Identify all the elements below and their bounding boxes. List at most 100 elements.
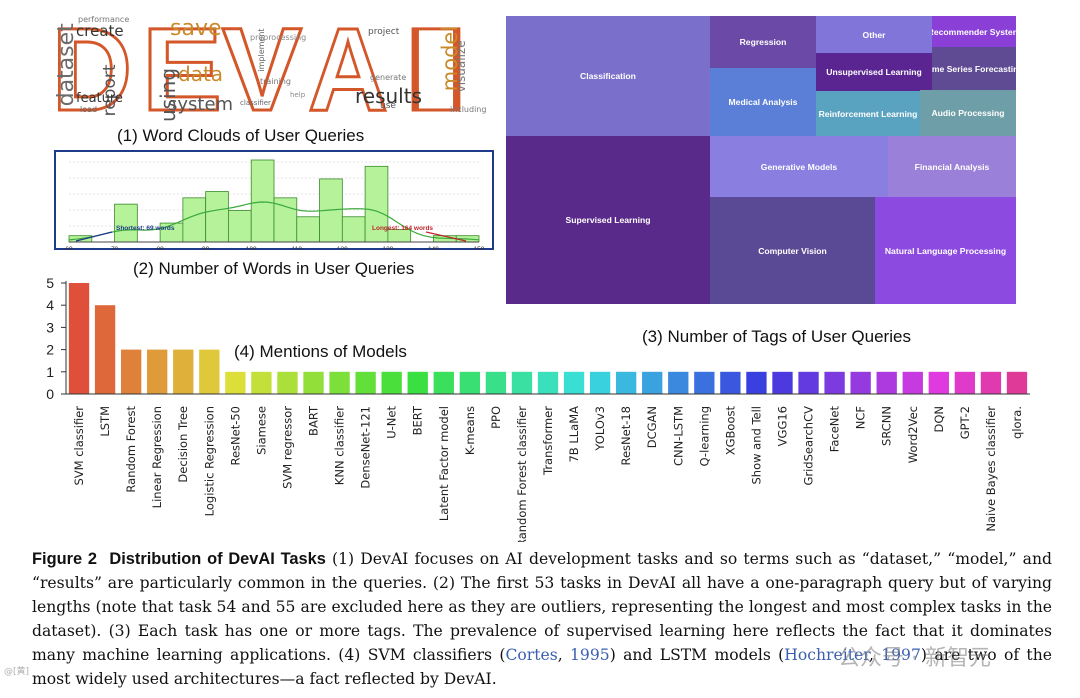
histogram-tick-label: 129	[337, 246, 348, 250]
corner-mark: @[黄]	[4, 667, 30, 677]
models-category-label: YOLOv3	[593, 406, 607, 452]
citation-hochreiter-year[interactable]: 1997	[881, 646, 921, 664]
citation-cortes[interactable]: Cortes	[505, 646, 558, 664]
histogram-tick-label: 99	[202, 246, 210, 250]
models-category-label: Transformer	[541, 406, 555, 476]
models-bar	[537, 371, 559, 394]
models-bar	[251, 371, 272, 394]
treemap-cell: Classification	[506, 16, 710, 136]
models-bar-chart: 0 1 2 3 4 5 SVM classifier LSTM Random Forest Lin…	[46, 275, 1030, 542]
models-bar	[173, 349, 194, 394]
models-category-label: XGBoost	[723, 406, 737, 456]
wordcloud-word: preprocessing	[250, 33, 307, 42]
histogram-tick-label: 79	[111, 246, 119, 250]
models-y-tick-label: 2	[46, 342, 54, 358]
citation-cortes-year[interactable]: 1995	[570, 646, 610, 664]
models-category-label: Show and Tell	[749, 406, 763, 485]
histogram-tick-label: 109	[246, 246, 257, 250]
figure-caption: Figure 2 Distribution of DevAI Tasks (1)…	[32, 547, 1052, 691]
models-title: (4) Mentions of Models	[234, 342, 407, 361]
treemap-cell: Medical Analysis	[710, 68, 816, 136]
histogram-bar	[228, 210, 252, 243]
models-bar	[928, 371, 949, 394]
models-category-label: VGG16	[775, 406, 789, 446]
models-category-label: SVM classifier	[72, 406, 86, 486]
wordcloud-word: create	[76, 22, 124, 40]
models-bar	[511, 371, 533, 394]
wordcloud-word: system	[168, 94, 234, 115]
histogram-tick-label: 119	[292, 246, 303, 250]
models-category-label: SVM regressor	[280, 406, 294, 489]
histogram-tick-label: 149	[428, 246, 439, 250]
models-bar	[746, 371, 767, 394]
models-category-label: PPO	[489, 406, 503, 429]
models-bar	[433, 371, 454, 394]
wordcloud-word: dataset	[54, 23, 79, 107]
wordcloud-title: (1) Word Clouds of User Queries	[117, 126, 365, 145]
models-category-label: Random Forest classifier	[515, 406, 529, 542]
models-bar	[720, 371, 741, 394]
wordcloud-letter: A	[308, 14, 388, 120]
tag-treemap: Classification Regression Other Recommender…	[506, 16, 1016, 304]
wordcloud-word: classifier	[240, 99, 271, 107]
wordcloud-letter: V	[222, 14, 302, 120]
wordcloud-word: training	[260, 77, 291, 86]
caption-title: Distribution of DevAI Tasks	[109, 550, 326, 568]
histogram-tick-label: 159	[474, 246, 485, 250]
wordcloud-word: save	[170, 16, 222, 41]
models-y-tick-label: 0	[46, 386, 54, 402]
treemap-title: (3) Number of Tags of User Queries	[642, 327, 911, 346]
histogram-bar	[341, 216, 366, 243]
caption-label: Figure 2	[32, 550, 97, 568]
models-category-label: U-Net	[385, 406, 399, 439]
treemap-cell: Audio Processing	[920, 90, 1016, 136]
models-bar	[589, 371, 611, 394]
models-bar	[902, 371, 923, 394]
models-y-tick-label: 3	[46, 319, 54, 335]
models-bar	[694, 371, 715, 394]
treemap-cell: Financial Analysis	[888, 136, 1016, 197]
models-category-label: GPT-2	[958, 406, 972, 439]
models-bar	[563, 371, 585, 394]
models-category-label: GridSearchCV	[802, 406, 816, 486]
histogram-tick-label: 139	[382, 246, 393, 250]
models-y-tick-label: 5	[46, 275, 54, 291]
models-bar	[147, 349, 168, 394]
models-category-label: CNN-LSTM	[671, 406, 685, 466]
models-bar	[668, 371, 689, 394]
models-bar	[954, 371, 976, 394]
treemap-cell: Generative Models	[710, 136, 888, 197]
histogram-bar	[296, 216, 320, 243]
histogram-bar	[250, 159, 275, 243]
wordcloud-letter: D	[52, 14, 132, 120]
models-category-label: Linear Regression	[150, 406, 164, 508]
citation-hochreiter[interactable]: Hochreiter	[784, 646, 869, 664]
models-bar	[277, 371, 298, 394]
wordcloud-word: results	[355, 84, 423, 108]
histogram-kde-line	[68, 201, 480, 241]
models-bar	[381, 371, 402, 394]
wordcloud-word: visualize	[454, 40, 468, 93]
caption-text-2: ) and LSTM models (	[609, 646, 785, 664]
wordcloud-word: use	[380, 101, 396, 111]
citation-sep: ,	[557, 646, 570, 664]
models-category-label: Random Forest	[124, 406, 138, 493]
models-bar	[355, 371, 376, 394]
models-bar	[485, 371, 507, 394]
treemap-cell: Recommender System	[932, 16, 1016, 47]
treemap-cell: Supervised Learning	[506, 136, 710, 304]
models-bar	[876, 371, 897, 394]
wordcloud-words: dataset create report feature load save using d…	[50, 14, 486, 123]
treemap-cell: Time Series Forecasting	[932, 47, 1016, 90]
wordcloud-letter: E	[142, 14, 222, 120]
caption-text-1: (1) DevAI focuses on AI development task…	[32, 550, 1052, 664]
models-category-label: Logistic Regression	[202, 406, 216, 516]
models-bar	[94, 305, 116, 394]
histogram-bar	[205, 191, 229, 243]
models-category-label: Latent Factor model	[437, 406, 451, 521]
models-category-label: DQN	[932, 406, 946, 433]
watermark: 公众号 · 新智元	[838, 646, 991, 671]
models-category-label: BERT	[411, 405, 425, 435]
